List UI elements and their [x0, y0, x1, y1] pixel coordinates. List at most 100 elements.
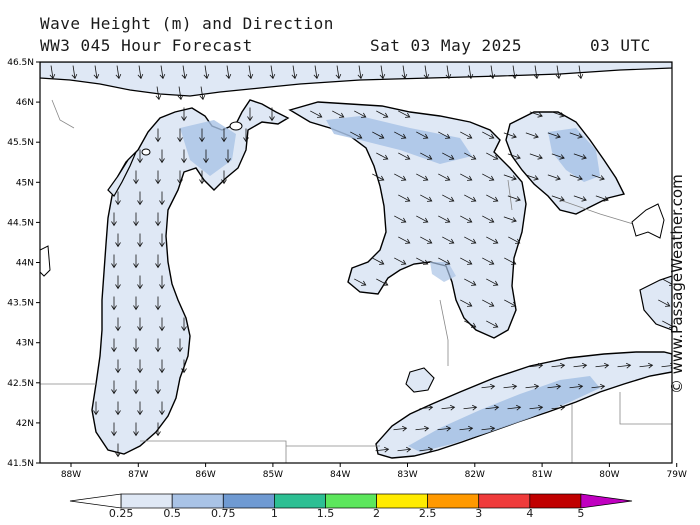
direction-arrow: [115, 65, 122, 80]
colorbar-label: 2.5: [418, 507, 437, 520]
direction-arrow: [133, 422, 139, 437]
direction-arrow: [221, 170, 227, 185]
lat-label: 42N: [16, 419, 34, 429]
direction-arrow: [551, 111, 565, 118]
forecast-time: 03 UTC: [590, 36, 651, 55]
direction-arrow: [354, 278, 367, 286]
direction-arrow: [71, 65, 78, 80]
direction-arrow: [482, 215, 495, 223]
direction-arrow: [420, 236, 433, 244]
lat-label: 43.5N: [7, 299, 34, 309]
direction-arrow: [569, 383, 584, 390]
direction-arrow: [243, 128, 249, 143]
colorbar-segment: [376, 493, 428, 509]
direction-arrow: [485, 404, 500, 411]
direction-arrow: [438, 173, 451, 181]
direction-arrow: [269, 65, 276, 80]
direction-arrow: [115, 443, 121, 458]
direction-arrow: [529, 404, 544, 411]
direction-arrow: [464, 194, 477, 202]
direction-arrow: [269, 107, 275, 122]
colorbar-label: 5: [577, 507, 585, 520]
latitude-axis: 46.5N 46N 45.5N 45N 44.5N 44N 43.5N 43N 42.5N 42N…: [7, 58, 40, 469]
direction-arrow: [357, 65, 364, 80]
direction-arrow: [442, 236, 455, 244]
direction-arrow: [529, 111, 543, 118]
direction-arrow: [394, 131, 407, 139]
direction-arrow: [639, 362, 654, 369]
lat-label: 42.5N: [7, 379, 34, 389]
direction-arrow: [155, 170, 161, 185]
lat-label: 46.5N: [7, 58, 34, 68]
direction-arrow: [111, 380, 117, 395]
direction-arrow: [595, 195, 609, 202]
direction-arrow: [247, 65, 254, 80]
direction-arrow: [460, 215, 473, 223]
huron-band: [326, 116, 472, 164]
direction-arrow: [115, 191, 121, 206]
direction-arrow: [398, 194, 411, 202]
lake-ontario: [639, 275, 672, 331]
direction-arrow: [155, 338, 161, 353]
direction-arrow: [177, 128, 183, 143]
direction-arrow: [481, 425, 496, 432]
direction-arrow: [482, 299, 495, 307]
direction-arrow: [159, 317, 165, 332]
direction-arrow: [398, 236, 411, 244]
direction-arrow: [486, 236, 499, 244]
lon-label: 79W: [667, 470, 687, 480]
beaver-island: [229, 121, 243, 131]
direction-arrow: [486, 194, 499, 202]
direction-arrow: [155, 86, 162, 101]
direction-arrow: [372, 257, 385, 265]
direction-arrow: [503, 132, 517, 139]
direction-arrow: [420, 194, 433, 202]
direction-arrow: [551, 404, 566, 411]
direction-arrow: [577, 65, 584, 80]
direction-arrow: [350, 131, 363, 139]
direction-arrow: [379, 65, 386, 80]
direction-arrow: [507, 153, 521, 160]
direction-arrow: [419, 404, 434, 411]
direction-arrow: [199, 170, 205, 185]
direction-arrow: [49, 65, 56, 80]
direction-arrow: [503, 383, 518, 390]
chart-title: Wave Height (m) and Direction: [40, 14, 334, 33]
colorbar-segment: [120, 493, 173, 509]
colorbar-segment: [274, 493, 326, 509]
direction-arrow: [394, 257, 407, 265]
direction-arrow: [658, 299, 671, 307]
direction-arrow: [525, 174, 539, 181]
direction-arrow: [445, 65, 452, 80]
lat-label: 43N: [16, 339, 34, 349]
direction-arrow: [133, 170, 139, 185]
direction-arrow: [221, 128, 227, 143]
direction-arrow: [375, 446, 390, 453]
direction-arrow: [460, 131, 473, 139]
direction-arrow: [438, 215, 451, 223]
direction-arrow: [486, 152, 499, 160]
direction-arrow: [335, 65, 342, 80]
direction-arrow: [464, 320, 477, 328]
direction-arrow: [137, 233, 143, 248]
direction-arrow: [291, 65, 298, 80]
direction-arrow: [133, 254, 139, 269]
lat-label: 44N: [16, 259, 34, 269]
direction-arrow: [177, 86, 184, 101]
direction-arrow: [394, 215, 407, 223]
georgian-band: [548, 128, 600, 182]
direction-arrow: [111, 422, 117, 437]
colorbar-segment: [325, 493, 377, 509]
direction-arrow: [569, 132, 583, 139]
colorbar-segment: [529, 493, 582, 509]
credit-text: © www.PassageWeather.com: [668, 174, 686, 394]
direction-arrow: [482, 257, 495, 265]
direction-arrow: [437, 425, 452, 432]
direction-arrow: [133, 338, 139, 353]
colorbar-label: 2: [373, 507, 381, 520]
direction-arrow: [393, 425, 408, 432]
longitude-axis: 88W 87W 86W 85W 84W 83W 82W 81W 80W 79W: [61, 463, 687, 480]
direction-arrow: [155, 422, 161, 437]
direction-arrow: [591, 174, 605, 181]
lon-label: 80W: [599, 470, 619, 480]
